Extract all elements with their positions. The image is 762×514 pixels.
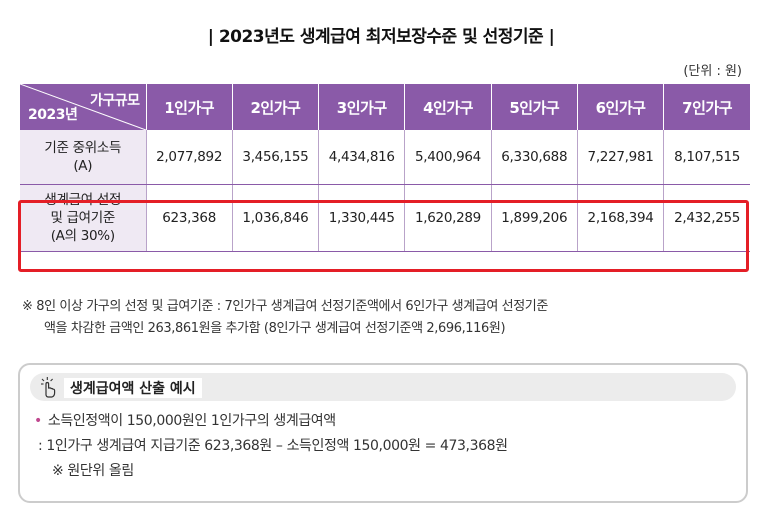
table-cell: 1,036,846 [231, 184, 319, 252]
table-cell: 3,456,155 [231, 130, 319, 185]
table-cell: 2,432,255 [663, 184, 750, 252]
corner-household-size-label: 가구규모 [89, 93, 140, 109]
example-body: • 소득인정액이 150,000원인 1인가구의 생계급여액 : 1인가구 생계급… [34, 409, 508, 484]
example-header: 생계급여액 산출 예시 [30, 373, 736, 401]
table-cell: 1,620,289 [404, 184, 492, 252]
row-label-line: 및 급여기준 [50, 210, 116, 226]
red-highlight-box [18, 200, 749, 272]
table-cell: 5,400,964 [404, 130, 492, 185]
row-label-line: 기준 중위소득 [44, 140, 122, 156]
unit-label: (단위 : 원) [683, 64, 742, 79]
income-standard-table: 가구규모 2023년 1인가구 2인가구 3인가구 4인가구 5인가구 6인가구… [20, 84, 750, 252]
page-title: | 2023년도 생계급여 최저보장수준 및 선정기준 | [207, 27, 555, 47]
header-cell: 7인가구 [663, 84, 750, 130]
example-heading: 생계급여액 산출 예시 [64, 378, 202, 398]
table-cell: 1,330,445 [318, 184, 405, 252]
row-label-livelihood-benefit: 생계급여 선정 및 급여기준 (A의 30%) [20, 184, 146, 252]
footnote: ※ 8인 이상 가구의 선정 및 급여기준 : 7인가구 생계급여 선정기준액에… [22, 296, 747, 340]
table-cell: 6,330,688 [490, 130, 578, 185]
table-header-row: 가구규모 2023년 1인가구 2인가구 3인가구 4인가구 5인가구 6인가구… [20, 84, 750, 130]
table-cell: 8,107,515 [663, 130, 750, 185]
table-cell: 4,434,816 [318, 130, 405, 185]
table-row-median-income: 기준 중위소득 (A) 2,077,892 3,456,155 4,434,81… [20, 130, 750, 185]
table-corner-cell: 가구규모 2023년 [20, 84, 146, 130]
table-cell: 7,227,981 [576, 130, 664, 185]
footnote-line: ※ 8인 이상 가구의 선정 및 급여기준 : 7인가구 생계급여 선정기준액에… [22, 299, 548, 314]
bullet-dot-icon: • [34, 413, 42, 429]
table-row-livelihood-benefit: 생계급여 선정 및 급여기준 (A의 30%) 623,368 1,036,84… [20, 184, 750, 252]
table-cell: 2,168,394 [576, 184, 664, 252]
table-cell: 2,077,892 [145, 130, 233, 185]
footnote-line: 액을 차감한 금액인 263,861원을 추가함 (8인가구 생계급여 선정기준… [44, 321, 506, 336]
calculation-example-box: 생계급여액 산출 예시 • 소득인정액이 150,000원인 1인가구의 생계급여… [18, 363, 748, 503]
corner-diagonal-line [20, 84, 146, 130]
example-line: • 소득인정액이 150,000원인 1인가구의 생계급여액 [34, 409, 508, 434]
header-cell: 2인가구 [231, 84, 319, 130]
row-label-line: (A의 30%) [50, 228, 115, 244]
header-cell: 3인가구 [318, 84, 405, 130]
header-cell: 6인가구 [576, 84, 664, 130]
table-cell: 623,368 [145, 184, 233, 252]
header-cell: 5인가구 [490, 84, 578, 130]
row-label-median-income: 기준 중위소득 (A) [20, 130, 146, 185]
corner-year-label: 2023년 [28, 107, 78, 123]
pointing-hand-icon [36, 375, 60, 403]
row-label-line: (A) [73, 158, 93, 174]
header-cell: 1인가구 [145, 84, 233, 130]
example-line: : 1인가구 생계급여 지급기준 623,368원 – 소득인정액 150,00… [38, 438, 508, 454]
header-cell: 4인가구 [404, 84, 492, 130]
example-text: 소득인정액이 150,000원인 1인가구의 생계급여액 [47, 413, 336, 429]
example-line: ※ 원단위 올림 [52, 463, 134, 479]
table-cell: 1,899,206 [490, 184, 578, 252]
